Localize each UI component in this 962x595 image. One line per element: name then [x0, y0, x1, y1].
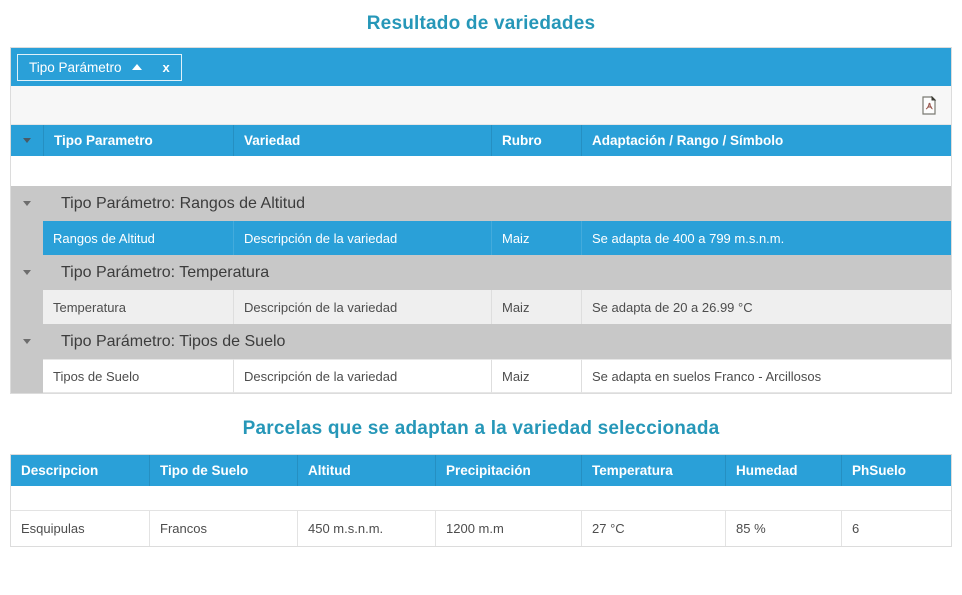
export-pdf-button[interactable]: [916, 92, 942, 118]
collapse-group-icon[interactable]: [11, 339, 43, 344]
grouping-bar: Tipo Parámetro x: [11, 48, 951, 86]
group-header-tipos-de-suelo[interactable]: Tipo Parámetro: Tipos de Suelo: [11, 324, 951, 359]
table-row-esquipulas[interactable]: Esquipulas Francos 450 m.s.n.m. 1200 m.m…: [11, 510, 951, 546]
column-header-altitud[interactable]: Altitud: [297, 455, 435, 486]
grid-spacer: [11, 156, 951, 186]
column-header-tipo-de-suelo[interactable]: Tipo de Suelo: [149, 455, 297, 486]
group-chip-tipo-parametro[interactable]: Tipo Parámetro x: [17, 53, 182, 81]
collapse-group-icon[interactable]: [11, 270, 43, 275]
cell-adaptacion: Se adapta en suelos Franco - Arcillosos: [581, 359, 951, 393]
column-header-adaptacion[interactable]: Adaptación / Rango / Símbolo: [581, 125, 951, 156]
varieties-title: Resultado de variedades: [366, 13, 596, 34]
table-spacer: [11, 486, 951, 510]
cell-tipo-parametro: Temperatura: [43, 290, 233, 324]
cell-humedad: 85 %: [725, 510, 841, 546]
chevron-down-icon: [23, 270, 31, 275]
table-row-rangos-de-altitud[interactable]: Rangos de Altitud Descripción de la vari…: [11, 221, 951, 255]
cell-adaptacion: Se adapta de 400 a 799 m.s.n.m.: [581, 221, 951, 255]
group-indent-cell: [11, 359, 43, 393]
pdf-export-icon: [922, 95, 937, 115]
cell-adaptacion: Se adapta de 20 a 26.99 °C: [581, 290, 951, 324]
group-indent-cell: [11, 221, 43, 255]
column-header-phsuelo[interactable]: PhSuelo: [841, 455, 951, 486]
group-indent-cell: [11, 290, 43, 324]
column-header-variedad[interactable]: Variedad: [233, 125, 491, 156]
group-chip-label: Tipo Parámetro: [29, 59, 122, 75]
table-row-tipos-de-suelo[interactable]: Tipos de Suelo Descripción de la varieda…: [11, 359, 951, 393]
grid-toolbar: [11, 86, 951, 125]
table-row-temperatura[interactable]: Temperatura Descripción de la variedad M…: [11, 290, 951, 324]
column-header-rubro[interactable]: Rubro: [491, 125, 581, 156]
cell-phsuelo: 6: [841, 510, 951, 546]
cell-altitud: 450 m.s.n.m.: [297, 510, 435, 546]
cell-tipo-de-suelo: Francos: [149, 510, 297, 546]
cell-tipo-parametro: Tipos de Suelo: [43, 359, 233, 393]
sort-ascending-icon[interactable]: [131, 64, 142, 70]
varieties-grid: Tipo Parámetro x Tipo Parametro Variedad…: [10, 47, 952, 394]
group-header-temperatura[interactable]: Tipo Parámetro: Temperatura: [11, 255, 951, 290]
group-header-rangos-de-altitud[interactable]: Tipo Parámetro: Rangos de Altitud: [11, 186, 951, 221]
remove-group-icon[interactable]: x: [162, 59, 170, 75]
cell-rubro: Maiz: [491, 221, 581, 255]
expand-all-column-header[interactable]: [11, 125, 43, 156]
group-label: Tipo Parámetro: Tipos de Suelo: [61, 332, 286, 350]
cell-rubro: Maiz: [491, 290, 581, 324]
collapse-group-icon[interactable]: [11, 201, 43, 206]
cell-variedad: Descripción de la variedad: [233, 290, 491, 324]
cell-rubro: Maiz: [491, 359, 581, 393]
cell-precipitacion: 1200 m.m: [435, 510, 581, 546]
group-label: Tipo Parámetro: Temperatura: [61, 263, 270, 281]
column-header-precipitacion[interactable]: Precipitación: [435, 455, 581, 486]
chevron-down-icon: [23, 201, 31, 206]
parcels-header-row: Descripcion Tipo de Suelo Altitud Precip…: [11, 455, 951, 486]
cell-variedad: Descripción de la variedad: [233, 359, 491, 393]
cell-temperatura: 27 °C: [581, 510, 725, 546]
chevron-down-icon: [23, 339, 31, 344]
column-header-tipo-parametro[interactable]: Tipo Parametro: [43, 125, 233, 156]
varieties-header-row: Tipo Parametro Variedad Rubro Adaptación…: [11, 125, 951, 156]
cell-variedad: Descripción de la variedad: [233, 221, 491, 255]
column-header-descripcion[interactable]: Descripcion: [21, 463, 99, 478]
cell-descripcion: Esquipulas: [11, 510, 149, 546]
chevron-down-icon: [23, 138, 31, 143]
column-header-temperatura[interactable]: Temperatura: [581, 455, 725, 486]
column-header-humedad[interactable]: Humedad: [725, 455, 841, 486]
group-label: Tipo Parámetro: Rangos de Altitud: [61, 194, 305, 212]
parcels-table: Descripcion Tipo de Suelo Altitud Precip…: [10, 454, 952, 547]
cell-tipo-parametro: Rangos de Altitud: [43, 221, 233, 255]
parcels-title: Parcelas que se adaptan a la variedad se…: [242, 418, 720, 439]
